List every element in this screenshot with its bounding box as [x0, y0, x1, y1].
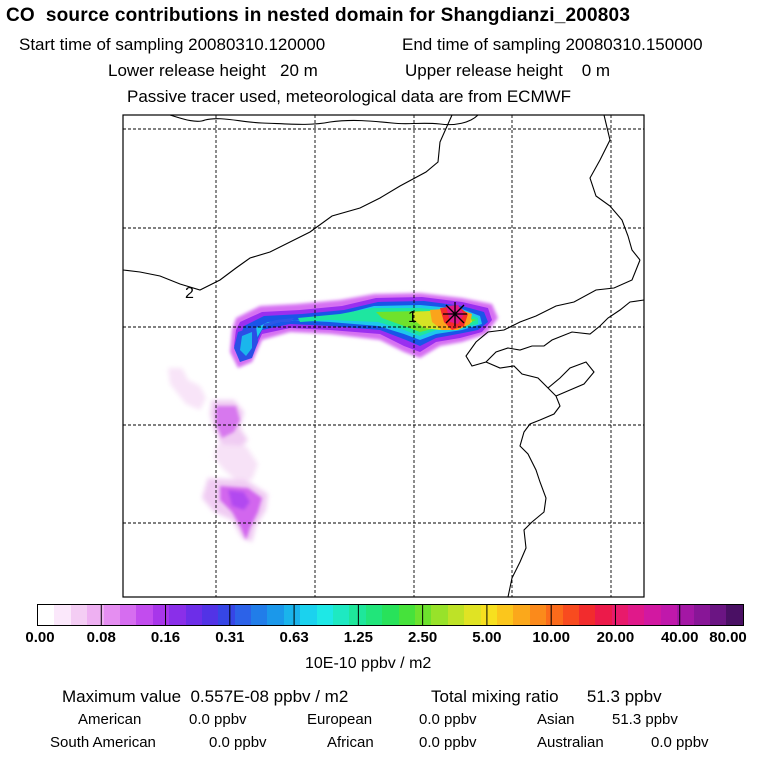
color-swatch [644, 605, 661, 625]
color-scale-tick-label: 2.50 [408, 629, 438, 646]
color-swatch [201, 605, 219, 625]
region-asian-value: 51.3 ppbv [612, 711, 678, 728]
map-label-2: 2 [185, 285, 194, 302]
color-swatch [628, 605, 645, 625]
color-swatch [660, 605, 678, 625]
color-swatch [54, 605, 71, 625]
star-marker-icon [443, 302, 467, 326]
lat-lon-grid [123, 115, 644, 597]
color-swatch [513, 605, 530, 625]
color-swatch [431, 605, 448, 625]
tracer-note: Passive tracer used, meteorological data… [127, 87, 572, 106]
color-swatch [447, 605, 465, 625]
color-swatch [38, 605, 55, 625]
color-scale-tick-label: 40.00 [660, 629, 699, 646]
map-label-1: 1 [408, 309, 417, 326]
region-african-label: African [327, 734, 374, 751]
region-south-american-value: 0.0 ppbv [209, 734, 267, 751]
color-swatch [349, 605, 366, 625]
color-scale-tick-label: 5.00 [472, 629, 502, 646]
region-european-label: European [307, 711, 373, 728]
color-swatch [87, 605, 104, 625]
color-scale-tick-label: 0.08 [86, 629, 116, 646]
color-scale-tick-label: 0.63 [279, 629, 309, 646]
coastlines [123, 115, 644, 597]
color-scale-tick-label: 10.00 [532, 629, 570, 646]
color-swatch [283, 605, 301, 625]
map-frame [122, 114, 645, 598]
color-swatch [710, 605, 727, 625]
color-swatch [562, 605, 579, 625]
color-swatch [496, 605, 514, 625]
color-swatch [365, 605, 383, 625]
color-swatch [398, 605, 415, 625]
plume-west-hook [234, 326, 258, 362]
color-swatch [677, 605, 694, 625]
max-value-label: Maximum value 0.557E-08 ppbv / m2 [62, 687, 349, 706]
color-swatch [218, 605, 235, 625]
color-swatch [726, 605, 743, 625]
color-swatch [480, 605, 497, 625]
color-swatch [333, 605, 350, 625]
color-swatch [234, 605, 252, 625]
color-swatch [267, 605, 284, 625]
color-swatch [595, 605, 612, 625]
region-american-value: 0.0 ppbv [189, 711, 247, 728]
start-time-label: Start time of sampling 20080310.120000 [19, 35, 326, 54]
color-swatch [578, 605, 596, 625]
color-swatch [169, 605, 186, 625]
region-asian-label: Asian [537, 711, 575, 728]
plume-light-south [216, 406, 262, 540]
color-swatch [316, 605, 334, 625]
lower-release-label: Lower release height 20 m [108, 61, 318, 80]
color-swatch [300, 605, 317, 625]
color-swatch [414, 605, 432, 625]
color-scale-tick-label: 0.16 [150, 629, 181, 646]
color-swatch [70, 605, 88, 625]
color-swatch [529, 605, 547, 625]
region-african-value: 0.0 ppbv [419, 734, 477, 751]
region-south-american-label: South American [50, 734, 156, 751]
region-australian-label: Australian [537, 734, 604, 751]
color-scale-tick-label: 0.00 [25, 629, 55, 646]
color-swatch [251, 605, 268, 625]
color-scale-bar [37, 604, 744, 626]
color-swatch [119, 605, 137, 625]
upper-release-label: Upper release height 0 m [405, 61, 611, 80]
total-mixing-label: Total mixing ratio 51.3 ppbv [431, 687, 662, 706]
region-european-value: 0.0 ppbv [419, 711, 477, 728]
region-australian-value: 0.0 ppbv [651, 734, 709, 751]
plume-main-band [230, 293, 498, 368]
color-scale-tick-label: 0.31 [215, 629, 245, 646]
color-swatch [693, 605, 711, 625]
color-swatch [103, 605, 120, 625]
color-swatch [611, 605, 629, 625]
color-swatch [546, 605, 563, 625]
color-swatch [185, 605, 202, 625]
map-title: CO source contributions in nested domain… [6, 5, 631, 26]
color-scale-tick-label: 20.00 [596, 629, 635, 646]
color-scale-tick-label: 80.00 [709, 629, 747, 646]
color-scale-units: 10E-10 ppbv / m2 [305, 655, 432, 672]
end-time-label: End time of sampling 20080310.150000 [402, 35, 703, 54]
color-swatch [136, 605, 153, 625]
color-swatch [382, 605, 399, 625]
color-scale-tick-label: 1.25 [343, 629, 373, 646]
region-american-label: American [78, 711, 142, 728]
color-swatch [152, 605, 170, 625]
color-swatch [464, 605, 481, 625]
